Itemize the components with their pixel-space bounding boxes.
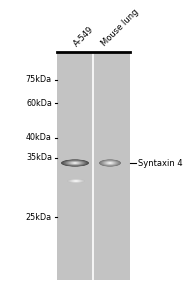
Ellipse shape — [61, 160, 89, 167]
Ellipse shape — [69, 162, 81, 164]
Ellipse shape — [71, 180, 80, 182]
Ellipse shape — [107, 162, 113, 164]
Ellipse shape — [106, 162, 114, 164]
Ellipse shape — [70, 162, 80, 164]
Ellipse shape — [67, 179, 85, 183]
Ellipse shape — [67, 161, 83, 165]
Ellipse shape — [102, 160, 118, 166]
Ellipse shape — [63, 160, 87, 166]
Ellipse shape — [69, 179, 83, 182]
Ellipse shape — [102, 160, 118, 165]
Ellipse shape — [72, 180, 80, 182]
Ellipse shape — [105, 161, 115, 165]
Ellipse shape — [68, 179, 84, 183]
Ellipse shape — [68, 161, 82, 165]
Ellipse shape — [106, 162, 114, 164]
Ellipse shape — [70, 180, 82, 182]
Ellipse shape — [108, 162, 112, 164]
Ellipse shape — [71, 162, 79, 164]
Ellipse shape — [73, 163, 77, 164]
Ellipse shape — [99, 160, 121, 167]
Ellipse shape — [100, 160, 120, 166]
Ellipse shape — [100, 160, 121, 166]
Ellipse shape — [72, 162, 78, 164]
Ellipse shape — [71, 162, 79, 164]
Ellipse shape — [107, 162, 113, 164]
Ellipse shape — [65, 160, 85, 165]
Text: 75kDa: 75kDa — [26, 76, 52, 85]
Ellipse shape — [71, 180, 81, 182]
Text: 35kDa: 35kDa — [26, 154, 52, 163]
Text: A-549: A-549 — [72, 24, 96, 48]
Text: Syntaxin 4: Syntaxin 4 — [138, 158, 183, 167]
Ellipse shape — [103, 161, 117, 165]
Ellipse shape — [74, 181, 78, 182]
Ellipse shape — [101, 160, 119, 166]
Ellipse shape — [67, 161, 83, 165]
Text: 25kDa: 25kDa — [26, 212, 52, 221]
Ellipse shape — [72, 180, 80, 182]
Ellipse shape — [70, 180, 82, 182]
Text: 40kDa: 40kDa — [26, 134, 52, 142]
Ellipse shape — [64, 160, 86, 166]
Text: 60kDa: 60kDa — [26, 98, 52, 107]
Ellipse shape — [69, 179, 83, 183]
Bar — [57, 52, 130, 280]
Ellipse shape — [71, 180, 81, 182]
Ellipse shape — [65, 160, 86, 166]
Ellipse shape — [62, 160, 88, 166]
Ellipse shape — [104, 161, 116, 165]
Ellipse shape — [73, 180, 79, 181]
Ellipse shape — [104, 161, 116, 165]
Ellipse shape — [67, 179, 85, 183]
Ellipse shape — [73, 180, 79, 182]
Ellipse shape — [103, 161, 117, 165]
Ellipse shape — [69, 161, 81, 165]
Ellipse shape — [101, 160, 119, 166]
Text: Mouse lung: Mouse lung — [100, 7, 141, 48]
Ellipse shape — [66, 161, 84, 165]
Ellipse shape — [74, 181, 78, 182]
Ellipse shape — [68, 179, 84, 183]
Ellipse shape — [62, 160, 88, 166]
Ellipse shape — [108, 163, 112, 164]
